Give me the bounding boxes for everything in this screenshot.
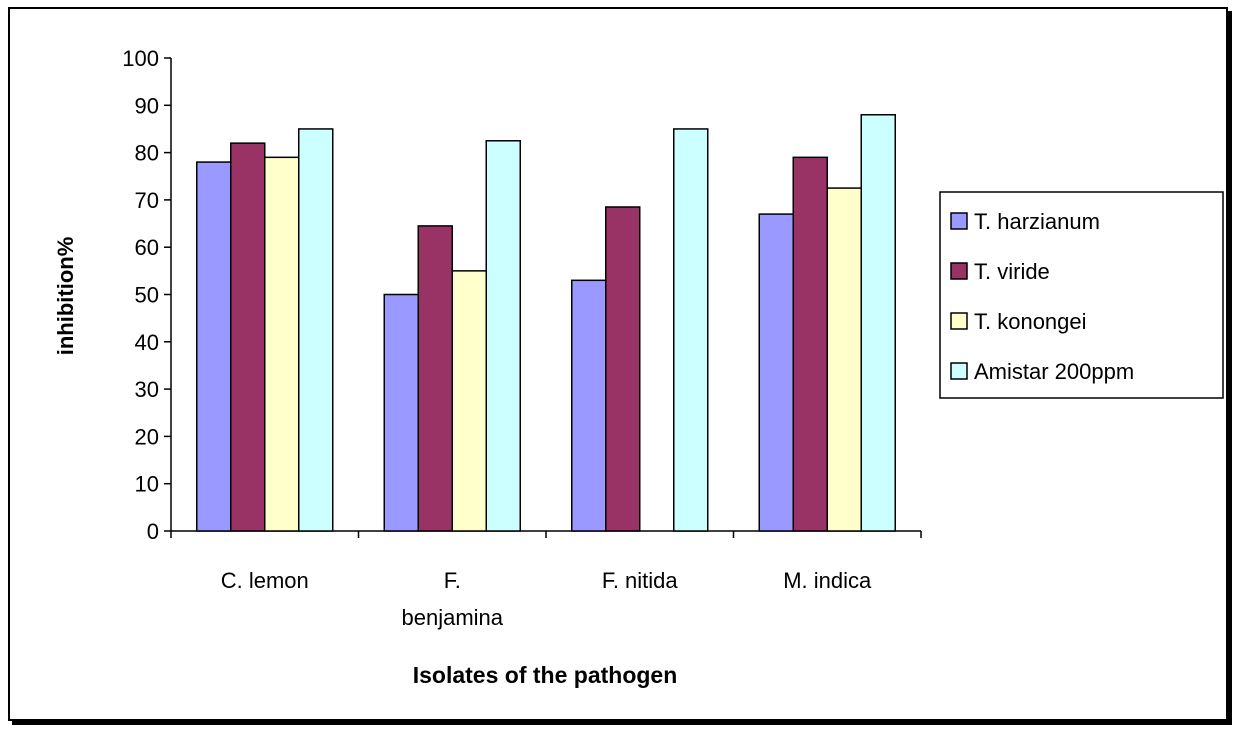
- y-tick-label: 50: [135, 283, 159, 308]
- x-category-label: C. lemon: [221, 568, 309, 593]
- bar-t-viride-1: [417, 225, 453, 532]
- x-axis: C. lemon F. benjamina F. nitida M. indica: [170, 530, 922, 630]
- y-tick-label: 80: [135, 141, 159, 166]
- y-tick-label: 30: [135, 377, 159, 402]
- x-category-label: benjamina: [401, 605, 503, 630]
- bars: [196, 114, 896, 532]
- y-tick-label: 90: [135, 93, 159, 118]
- y-tick-label: 10: [135, 472, 159, 497]
- legend-label: T. harzianum: [974, 209, 1100, 234]
- y-axis: 0 10 20 30 40 50 60 70 80 90 100: [122, 46, 172, 544]
- legend: T. harzianum T. viride T. konongei Amistar …: [939, 191, 1224, 399]
- bar-t-harzianum-3: [758, 213, 794, 532]
- bar-t-konongei-3: [826, 187, 862, 532]
- bar-t-konongei-1: [451, 270, 487, 532]
- bar-t-viride-2: [605, 206, 641, 532]
- legend-label: T. viride: [974, 259, 1050, 284]
- bar-t-harzianum-2: [571, 279, 607, 532]
- y-tick-label: 60: [135, 235, 159, 260]
- y-tick-label: 70: [135, 188, 159, 213]
- bar-amistar-200ppm-0: [298, 128, 334, 532]
- x-category-label: F.: [444, 568, 461, 593]
- legend-swatch: [950, 362, 968, 380]
- bar-t-viride-0: [230, 142, 266, 532]
- bar-t-konongei-0: [264, 156, 300, 532]
- legend-swatch: [950, 262, 968, 280]
- x-axis-label: Isolates of the pathogen: [413, 662, 678, 688]
- bar-t-harzianum-0: [196, 161, 232, 532]
- y-tick-label: 40: [135, 330, 159, 355]
- y-tick-label: 20: [135, 424, 159, 449]
- y-tick-label: 100: [122, 46, 159, 71]
- x-category-label: M. indica: [783, 568, 872, 593]
- bar-amistar-200ppm-3: [860, 114, 896, 532]
- legend-box: [939, 191, 1224, 399]
- x-category-label: F. nitida: [602, 568, 679, 593]
- legend-swatch: [950, 212, 968, 230]
- y-axis-label: inhibition%: [53, 237, 78, 356]
- legend-label: Amistar 200ppm: [974, 359, 1134, 384]
- legend-swatch: [950, 312, 968, 330]
- bar-amistar-200ppm-1: [485, 140, 521, 532]
- y-tick-label: 0: [147, 519, 159, 544]
- bar-t-harzianum-1: [383, 293, 419, 532]
- bar-amistar-200ppm-2: [673, 128, 709, 532]
- bar-t-viride-3: [792, 156, 828, 532]
- legend-label: T. konongei: [974, 309, 1087, 334]
